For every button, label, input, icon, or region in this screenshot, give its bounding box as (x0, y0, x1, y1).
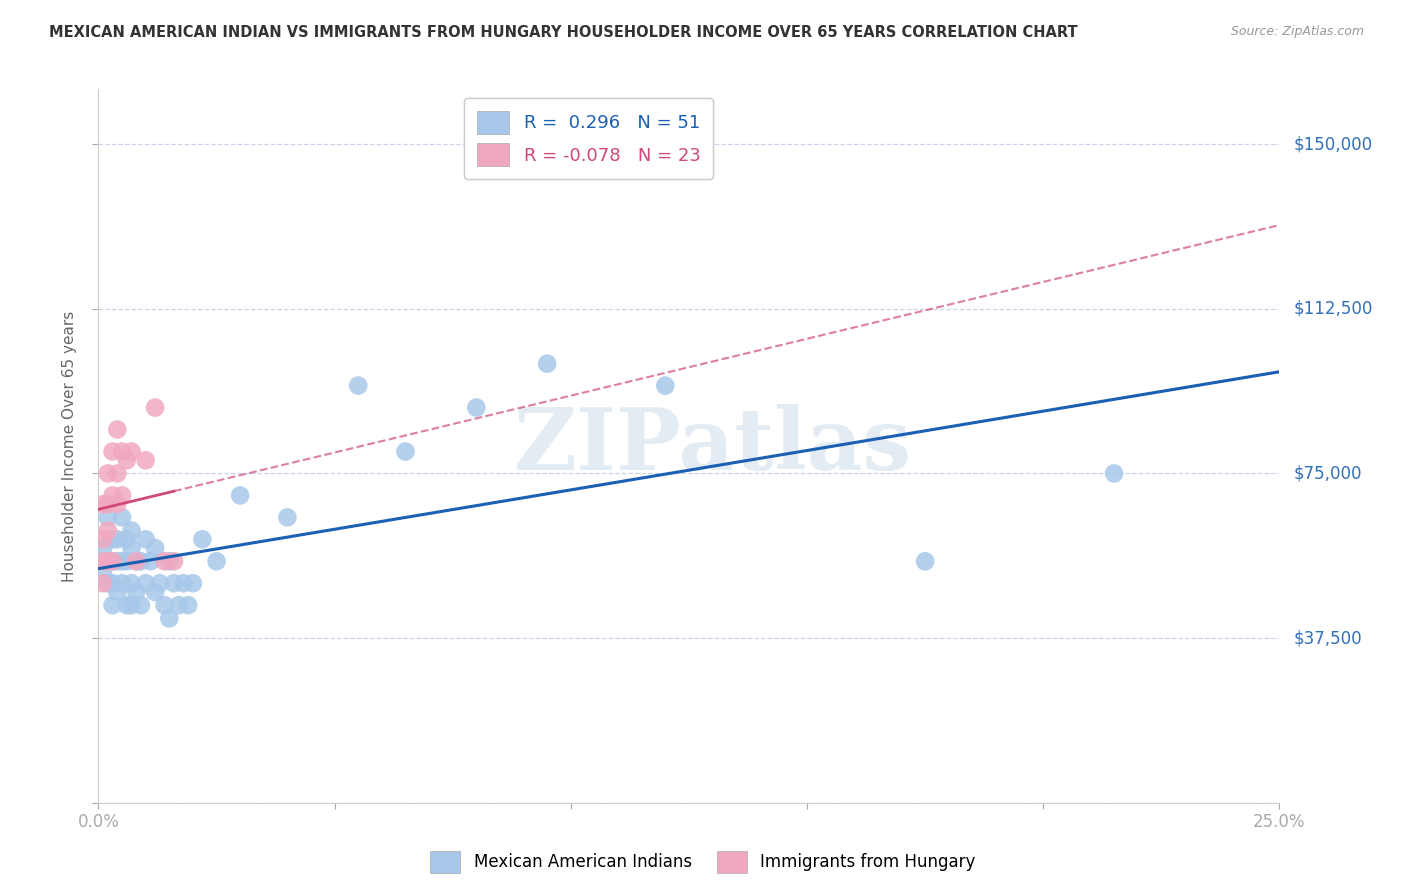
Point (111, 488, 134, 502)
Point (149, 576, 172, 591)
Point (105, 585, 128, 599)
Point (1102, 467, 1125, 481)
Point (91, 533, 114, 547)
Point (121, 598, 143, 612)
Point (105, 423, 128, 437)
Point (111, 444, 134, 458)
Point (115, 598, 138, 612)
Point (181, 576, 204, 591)
Point (153, 554, 176, 568)
Point (105, 533, 128, 547)
Point (101, 554, 124, 568)
Point (163, 576, 186, 591)
Point (101, 488, 124, 502)
Text: $112,500: $112,500 (1294, 300, 1372, 318)
Point (172, 576, 194, 591)
Point (97, 576, 120, 591)
Point (91, 541, 114, 555)
Point (121, 524, 143, 538)
Point (153, 598, 176, 612)
Text: $150,000: $150,000 (1294, 135, 1372, 153)
Point (105, 554, 128, 568)
Point (91, 576, 114, 591)
Point (276, 510, 298, 524)
Point (101, 444, 124, 458)
Text: Source: ZipAtlas.com: Source: ZipAtlas.com (1230, 25, 1364, 38)
Point (97, 554, 120, 568)
Point (91, 567, 114, 582)
Point (347, 378, 370, 392)
Point (125, 554, 148, 568)
Legend: R =  0.296   N = 51, R = -0.078   N = 23: R = 0.296 N = 51, R = -0.078 N = 23 (464, 98, 713, 179)
Point (914, 554, 936, 568)
Point (143, 401, 166, 415)
Point (121, 444, 143, 458)
Point (654, 378, 676, 392)
Point (111, 576, 134, 591)
Point (115, 453, 138, 467)
Point (115, 533, 138, 547)
Point (139, 554, 162, 568)
Point (536, 357, 558, 371)
Legend: Mexican American Indians, Immigrants from Hungary: Mexican American Indians, Immigrants fro… (423, 845, 983, 880)
Point (105, 467, 128, 481)
Point (394, 444, 416, 458)
Point (111, 510, 134, 524)
Point (97, 524, 120, 538)
Point (101, 576, 124, 591)
Point (205, 554, 228, 568)
Point (121, 541, 143, 555)
Point (229, 488, 252, 502)
Text: MEXICAN AMERICAN INDIAN VS IMMIGRANTS FROM HUNGARY HOUSEHOLDER INCOME OVER 65 YE: MEXICAN AMERICAN INDIAN VS IMMIGRANTS FR… (49, 25, 1078, 40)
Point (97, 510, 120, 524)
Point (97, 497, 120, 511)
Point (125, 585, 148, 599)
Point (129, 554, 152, 568)
Point (101, 554, 124, 568)
Point (121, 576, 143, 591)
Point (163, 554, 186, 568)
Text: $37,500: $37,500 (1294, 629, 1362, 647)
Point (167, 598, 190, 612)
Text: $75,000: $75,000 (1294, 465, 1362, 483)
Point (111, 554, 134, 568)
Point (101, 598, 124, 612)
Point (177, 598, 200, 612)
Point (105, 497, 128, 511)
Point (97, 554, 120, 568)
Point (101, 533, 124, 547)
Point (125, 554, 148, 568)
Point (91, 497, 114, 511)
Point (129, 598, 152, 612)
Text: ZIPatlas: ZIPatlas (513, 404, 911, 488)
Point (191, 533, 214, 547)
Point (115, 554, 138, 568)
Point (135, 533, 157, 547)
Point (135, 576, 157, 591)
Point (97, 467, 120, 481)
Point (135, 453, 157, 467)
Point (465, 401, 488, 415)
Point (157, 611, 180, 625)
Point (143, 585, 166, 599)
Point (91, 554, 114, 568)
Y-axis label: Householder Income Over 65 years: Householder Income Over 65 years (62, 310, 77, 582)
Point (157, 554, 180, 568)
Point (143, 541, 166, 555)
